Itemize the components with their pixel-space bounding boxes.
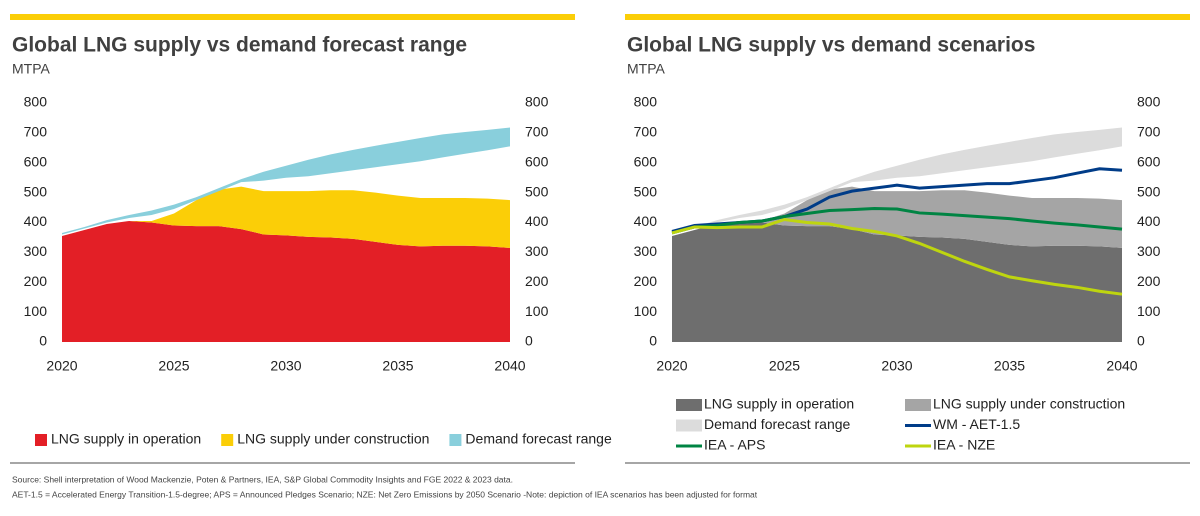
line bbox=[671, 206, 1123, 235]
legend-label: IEA - NZE bbox=[933, 437, 995, 453]
y2-tick-label: 200 bbox=[525, 273, 549, 289]
legend-swatch bbox=[676, 419, 702, 432]
y-tick-label: 500 bbox=[24, 183, 48, 199]
line bbox=[671, 217, 1123, 296]
y-tick-label: 600 bbox=[634, 153, 658, 169]
x-tick-label: 2040 bbox=[494, 358, 525, 374]
x-tick-label: 2030 bbox=[881, 358, 912, 374]
range-band bbox=[672, 127, 1122, 235]
accent-bar bbox=[10, 14, 575, 20]
y-tick-label: 400 bbox=[24, 213, 48, 229]
x-tick-label: 2030 bbox=[270, 358, 301, 374]
stacked-area bbox=[62, 221, 510, 342]
chart-subtitle: MTPA bbox=[12, 61, 51, 77]
y-tick-label: 200 bbox=[634, 273, 658, 289]
legend-swatch bbox=[221, 434, 234, 446]
legend-label: LNG supply under construction bbox=[237, 431, 429, 447]
y-tick-label: 400 bbox=[634, 213, 658, 229]
y-tick-label: 300 bbox=[24, 243, 48, 259]
y2-tick-label: 100 bbox=[1137, 303, 1161, 319]
x-tick-label: 2040 bbox=[1106, 358, 1137, 374]
y2-tick-label: 800 bbox=[1137, 94, 1161, 110]
y2-tick-label: 0 bbox=[1137, 333, 1145, 349]
y-tick-label: 700 bbox=[634, 124, 658, 140]
legend-swatch bbox=[676, 399, 702, 411]
y2-tick-label: 500 bbox=[1137, 183, 1161, 199]
y2-tick-label: 700 bbox=[525, 124, 549, 140]
legend-label: Demand forecast range bbox=[704, 416, 851, 432]
accent-bar bbox=[625, 14, 1190, 20]
range-band bbox=[62, 127, 510, 235]
y2-tick-label: 0 bbox=[525, 333, 533, 349]
y-tick-label: 700 bbox=[24, 124, 48, 140]
y-tick-label: 500 bbox=[634, 183, 658, 199]
legend-label: LNG supply in operation bbox=[704, 396, 854, 412]
y-tick-label: 200 bbox=[24, 273, 48, 289]
y2-tick-label: 500 bbox=[525, 183, 549, 199]
chart-subtitle: MTPA bbox=[627, 61, 666, 77]
y-tick-label: 600 bbox=[24, 153, 48, 169]
y2-tick-label: 800 bbox=[525, 94, 549, 110]
y-tick-label: 100 bbox=[24, 303, 48, 319]
y2-tick-label: 400 bbox=[525, 213, 549, 229]
stacked-area bbox=[672, 221, 1122, 342]
stacked-area bbox=[672, 186, 1122, 248]
x-tick-label: 2025 bbox=[158, 358, 189, 374]
y-tick-label: 0 bbox=[39, 333, 47, 349]
x-tick-label: 2035 bbox=[382, 358, 413, 374]
y2-tick-label: 600 bbox=[1137, 153, 1161, 169]
y2-tick-label: 300 bbox=[1137, 243, 1161, 259]
legend-label: IEA - APS bbox=[704, 437, 765, 453]
y-tick-label: 100 bbox=[634, 303, 658, 319]
y-tick-label: 0 bbox=[649, 333, 657, 349]
y2-tick-label: 200 bbox=[1137, 273, 1161, 289]
y2-tick-label: 700 bbox=[1137, 124, 1161, 140]
legend-swatch bbox=[35, 434, 47, 446]
y2-tick-label: 400 bbox=[1137, 213, 1161, 229]
legend-label: Demand forecast range bbox=[465, 431, 612, 447]
y2-tick-label: 300 bbox=[525, 243, 549, 259]
legend-label: LNG supply under construction bbox=[933, 396, 1125, 412]
x-tick-label: 2035 bbox=[994, 358, 1025, 374]
y-tick-label: 800 bbox=[634, 94, 658, 110]
y-tick-label: 800 bbox=[24, 94, 48, 110]
y2-tick-label: 600 bbox=[525, 153, 549, 169]
legend-label: WM - AET-1.5 bbox=[933, 416, 1020, 432]
source-note: Source: Shell interpretation of Wood Mac… bbox=[12, 474, 513, 484]
abbreviation-note: AET-1.5 = Accelerated Energy Transition-… bbox=[12, 489, 758, 499]
legend-swatch bbox=[449, 434, 462, 446]
stacked-area bbox=[62, 186, 510, 248]
legend-swatch bbox=[905, 399, 931, 411]
y-tick-label: 300 bbox=[634, 243, 658, 259]
y2-tick-label: 100 bbox=[525, 303, 549, 319]
chart-title: Global LNG supply vs demand forecast ran… bbox=[12, 34, 467, 57]
legend-label: LNG supply in operation bbox=[51, 431, 201, 447]
x-tick-label: 2025 bbox=[769, 358, 800, 374]
x-tick-label: 2020 bbox=[46, 358, 77, 374]
chart-title: Global LNG supply vs demand scenarios bbox=[627, 34, 1035, 57]
x-tick-label: 2020 bbox=[656, 358, 687, 374]
